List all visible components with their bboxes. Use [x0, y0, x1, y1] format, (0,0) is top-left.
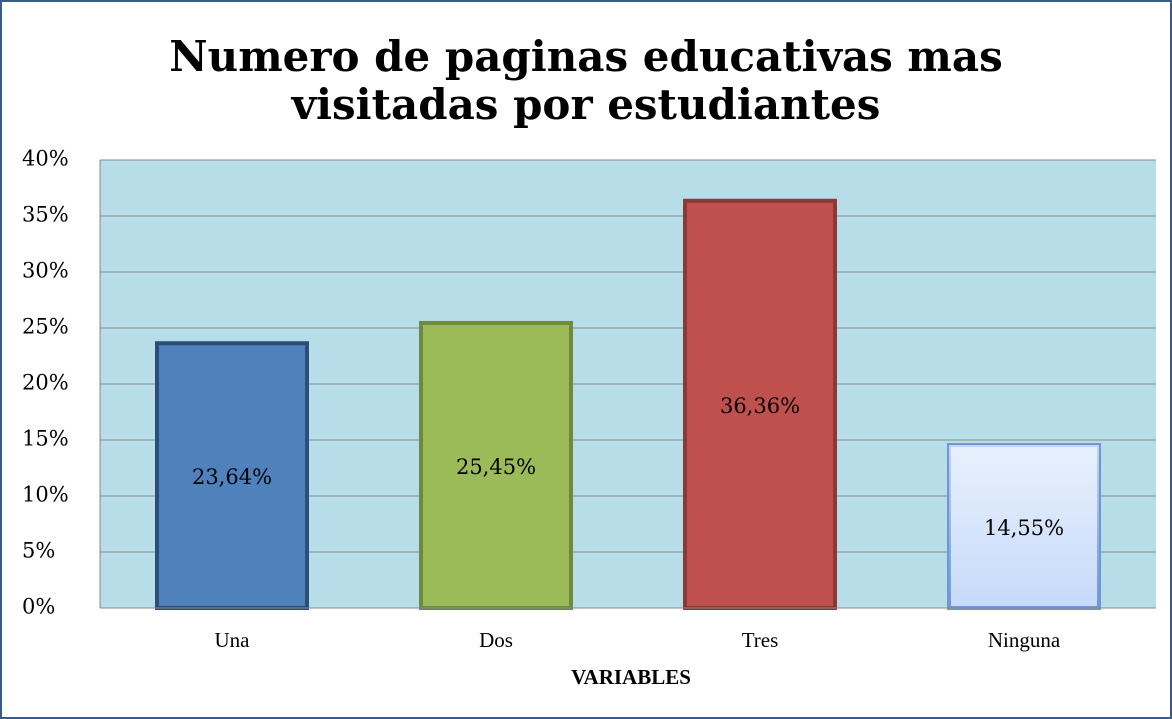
y-tick-label: 0% — [22, 595, 55, 619]
x-tick-label: Una — [215, 628, 251, 652]
data-label: 14,55% — [984, 516, 1064, 540]
y-tick-label: 40% — [22, 147, 69, 171]
x-axis-label: VARIABLES — [571, 665, 691, 689]
data-label: 25,45% — [456, 455, 536, 479]
x-tick-label: Dos — [479, 628, 513, 652]
x-tick-label: Tres — [742, 628, 779, 652]
y-tick-label: 15% — [22, 427, 69, 451]
y-tick-label: 35% — [22, 203, 69, 227]
chart-title: Numero de paginas educativas mas — [169, 32, 1002, 81]
bar-sheen — [157, 343, 307, 608]
y-tick-label: 20% — [22, 371, 69, 395]
bar-sheen — [685, 200, 835, 608]
y-tick-label: 30% — [22, 259, 69, 283]
data-label: 36,36% — [720, 394, 800, 418]
y-tick-label: 10% — [22, 483, 69, 507]
data-label: 23,64% — [192, 465, 272, 489]
bar-sheen — [949, 445, 1099, 608]
chart-title: visitadas por estudiantes — [291, 80, 881, 129]
y-tick-label: 5% — [22, 539, 55, 563]
x-tick-label: Ninguna — [988, 628, 1061, 652]
bar-sheen — [421, 322, 571, 608]
y-tick-label: 25% — [22, 315, 69, 339]
